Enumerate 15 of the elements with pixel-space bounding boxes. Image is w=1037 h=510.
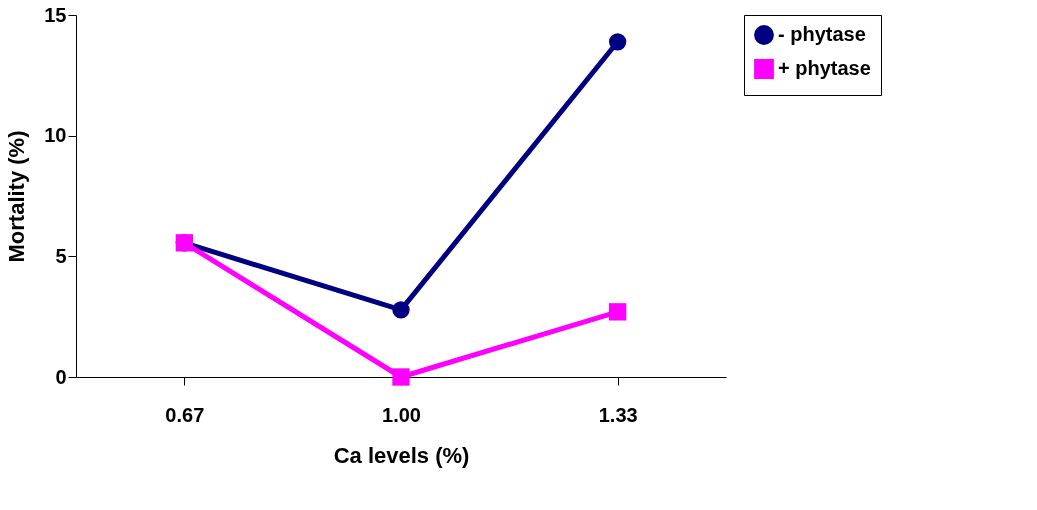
y-tick-label: 15 — [44, 3, 67, 26]
x-axis-title: Ca levels (%) — [333, 442, 470, 468]
point — [392, 301, 410, 319]
x-tick-label: 1.00 — [382, 403, 421, 426]
x-tick-label: 0.67 — [165, 403, 205, 426]
legend-label: + phytase — [778, 57, 871, 79]
point — [609, 303, 627, 321]
y-tick-label: 10 — [44, 124, 67, 147]
legend-label: - phytase — [778, 23, 866, 45]
y-tick-label: 5 — [55, 244, 67, 267]
y-axis-title: Mortality (%) — [4, 130, 30, 263]
y-tick-label: 0 — [55, 365, 67, 388]
point — [392, 368, 410, 386]
x-tick-label: 1.33 — [598, 403, 638, 426]
point — [609, 33, 627, 51]
